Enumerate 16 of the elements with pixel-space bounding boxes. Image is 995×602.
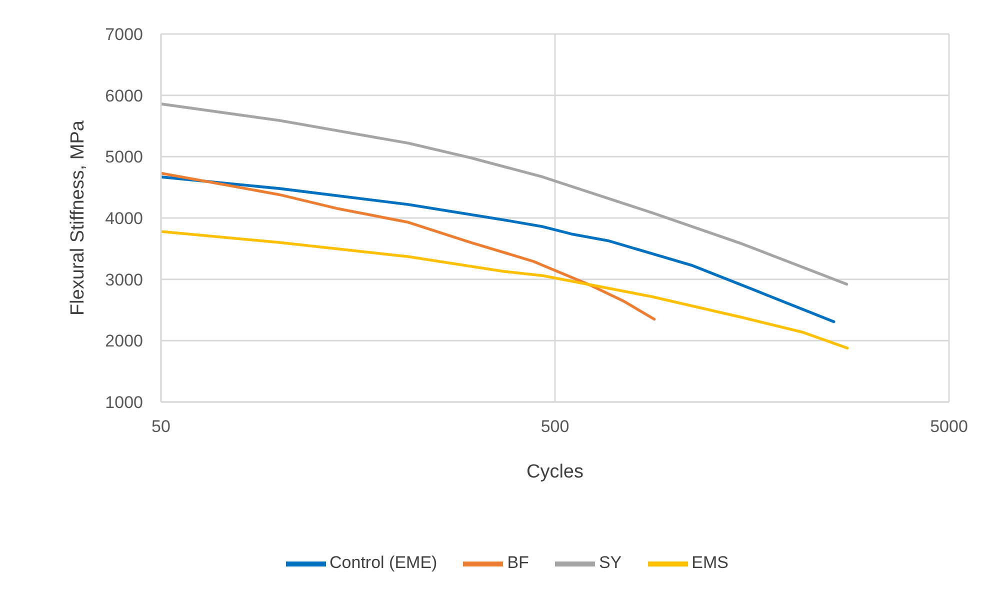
- legend-label: BF: [507, 553, 529, 572]
- y-tick-label: 7000: [105, 25, 143, 44]
- y-tick-label: 6000: [105, 86, 143, 106]
- x-tick-label: 5000: [930, 417, 968, 436]
- y-tick-label: 4000: [105, 209, 143, 228]
- legend-label: Control (EME): [330, 553, 438, 572]
- y-tick-label: 1000: [105, 393, 143, 412]
- x-tick-label: 500: [540, 417, 570, 436]
- x-axis-title: Cycles: [526, 461, 584, 482]
- x-tick-label: 50: [152, 417, 170, 436]
- legend-label: EMS: [692, 553, 728, 572]
- legend-label: SY: [598, 553, 622, 572]
- y-tick-label: 2000: [105, 332, 143, 351]
- y-tick-label: 3000: [105, 270, 143, 290]
- y-axis-title: Flexural Stiffness, MPa: [68, 120, 89, 316]
- y-tick-label: 5000: [105, 148, 143, 167]
